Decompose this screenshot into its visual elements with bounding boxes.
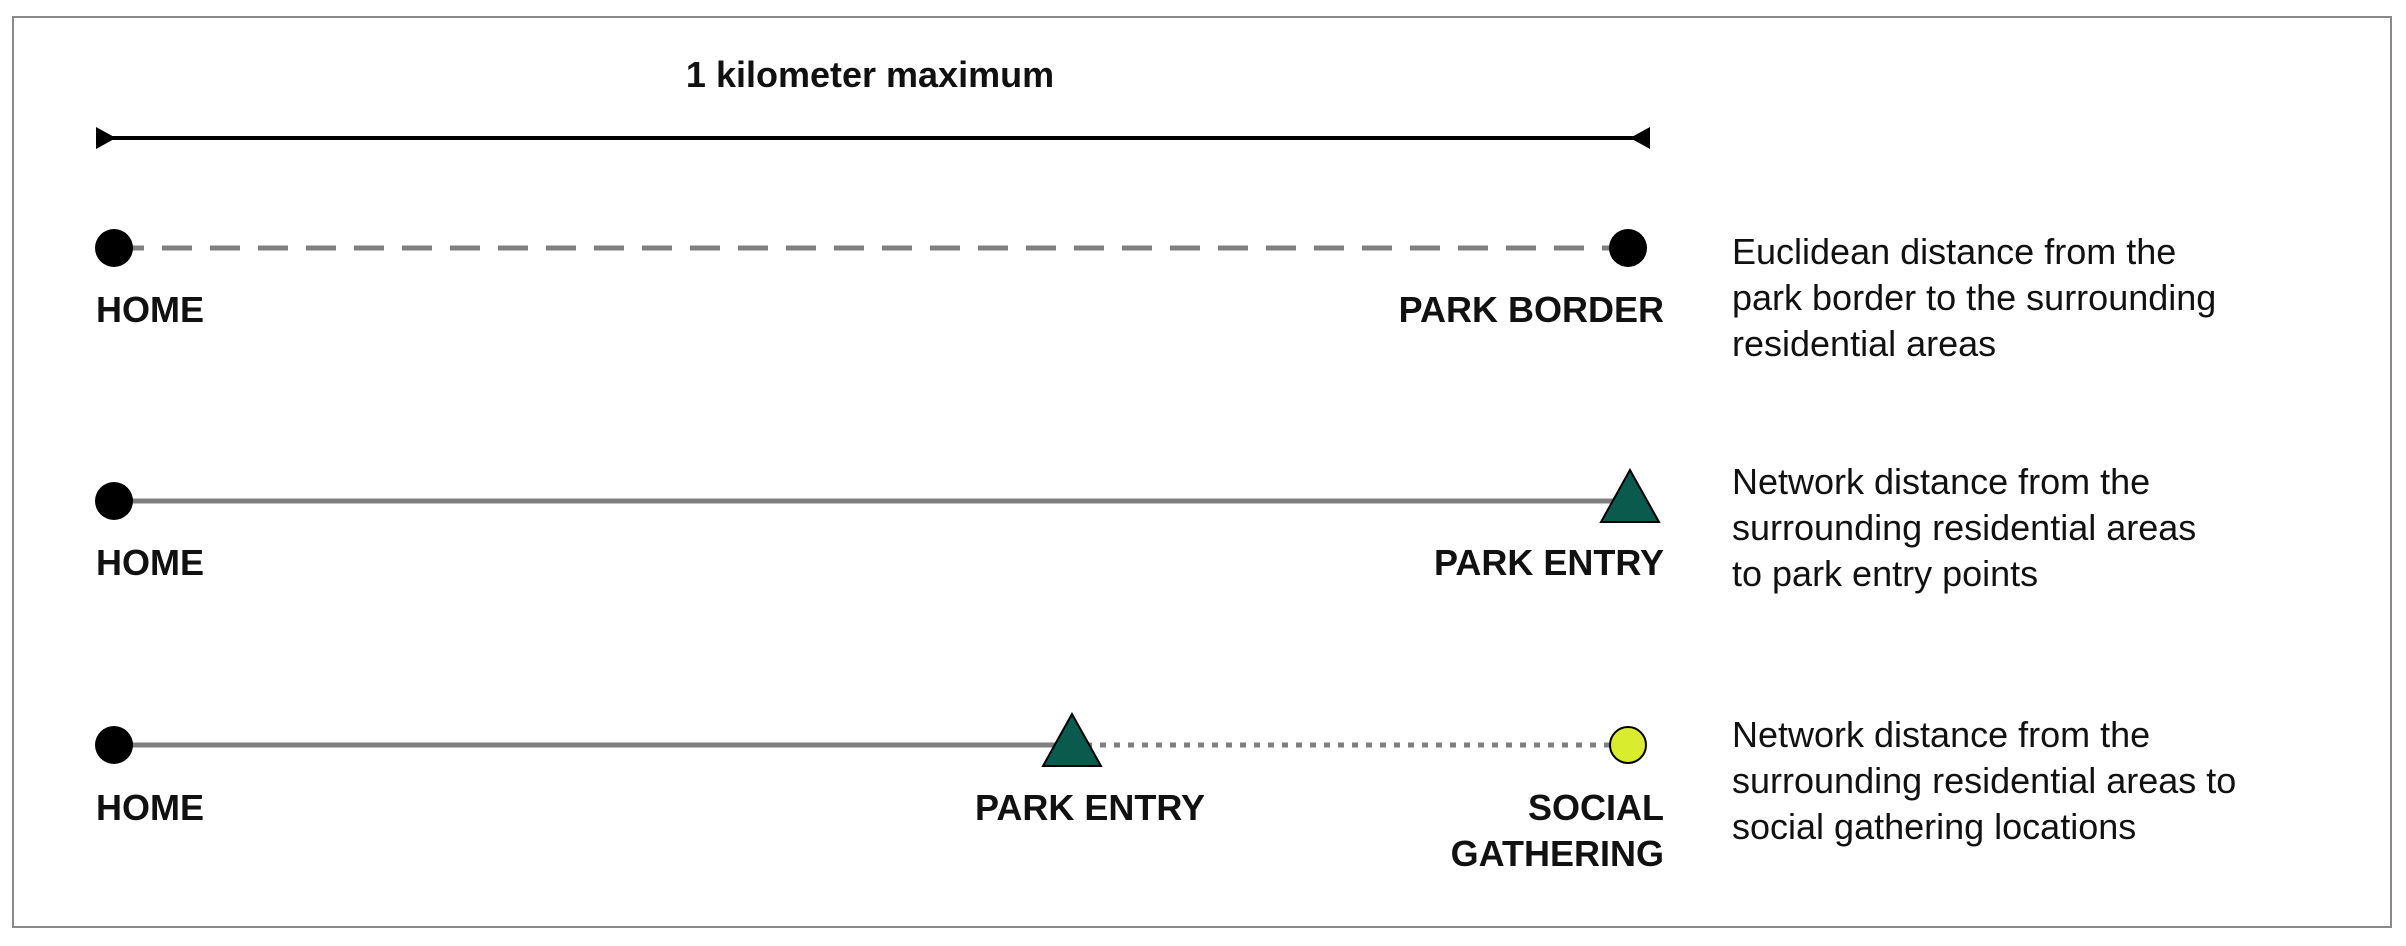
park-entry-triangle-icon <box>1599 467 1661 523</box>
park-entry-triangle-icon <box>1041 711 1103 767</box>
park-border-label: PARK BORDER <box>1398 289 1664 330</box>
description-line: social gathering locations <box>1732 806 2137 847</box>
home-label: HOME <box>96 787 204 828</box>
home-label: HOME <box>96 542 204 583</box>
row-network-social <box>95 711 1647 767</box>
row-network-entry <box>95 467 1661 523</box>
description-line: surrounding residential areas to <box>1732 760 2237 801</box>
scale-left-arrow <box>96 127 116 149</box>
park-entry-label: PARK ENTRY <box>975 787 1206 828</box>
park-border-dot <box>1609 229 1647 267</box>
scale-bar <box>96 127 1650 149</box>
network-entry-description: Network distance from the surrounding re… <box>1732 459 2196 597</box>
social-gathering-label: SOCIAL GATHERING <box>1300 785 1664 877</box>
description-line: Euclidean distance from the <box>1732 231 2177 272</box>
scale-right-arrow <box>1630 127 1650 149</box>
row-euclidean <box>95 229 1647 267</box>
park-entry-label: PARK ENTRY <box>1433 542 1664 583</box>
euclidean-description: Euclidean distance from the park border … <box>1732 229 2216 367</box>
home-dot <box>95 482 133 520</box>
label-line: GATHERING <box>1450 833 1664 874</box>
scale-title: 1 kilometer maximum <box>685 54 1055 95</box>
description-line: Network distance from the <box>1732 461 2151 502</box>
description-line: park border to the surrounding <box>1732 277 2217 318</box>
figure-frame <box>12 16 2392 928</box>
description-line: residential areas <box>1732 323 1997 364</box>
description-line: surrounding residential areas <box>1732 507 2197 548</box>
description-line: Network distance from the <box>1732 714 2151 755</box>
label-line: SOCIAL <box>1527 787 1664 828</box>
home-dot <box>95 726 133 764</box>
home-dot <box>95 229 133 267</box>
social-gathering-dot <box>1609 726 1647 764</box>
home-label: HOME <box>96 289 204 330</box>
network-social-description: Network distance from the surrounding re… <box>1732 712 2236 850</box>
description-line: to park entry points <box>1732 553 2039 594</box>
